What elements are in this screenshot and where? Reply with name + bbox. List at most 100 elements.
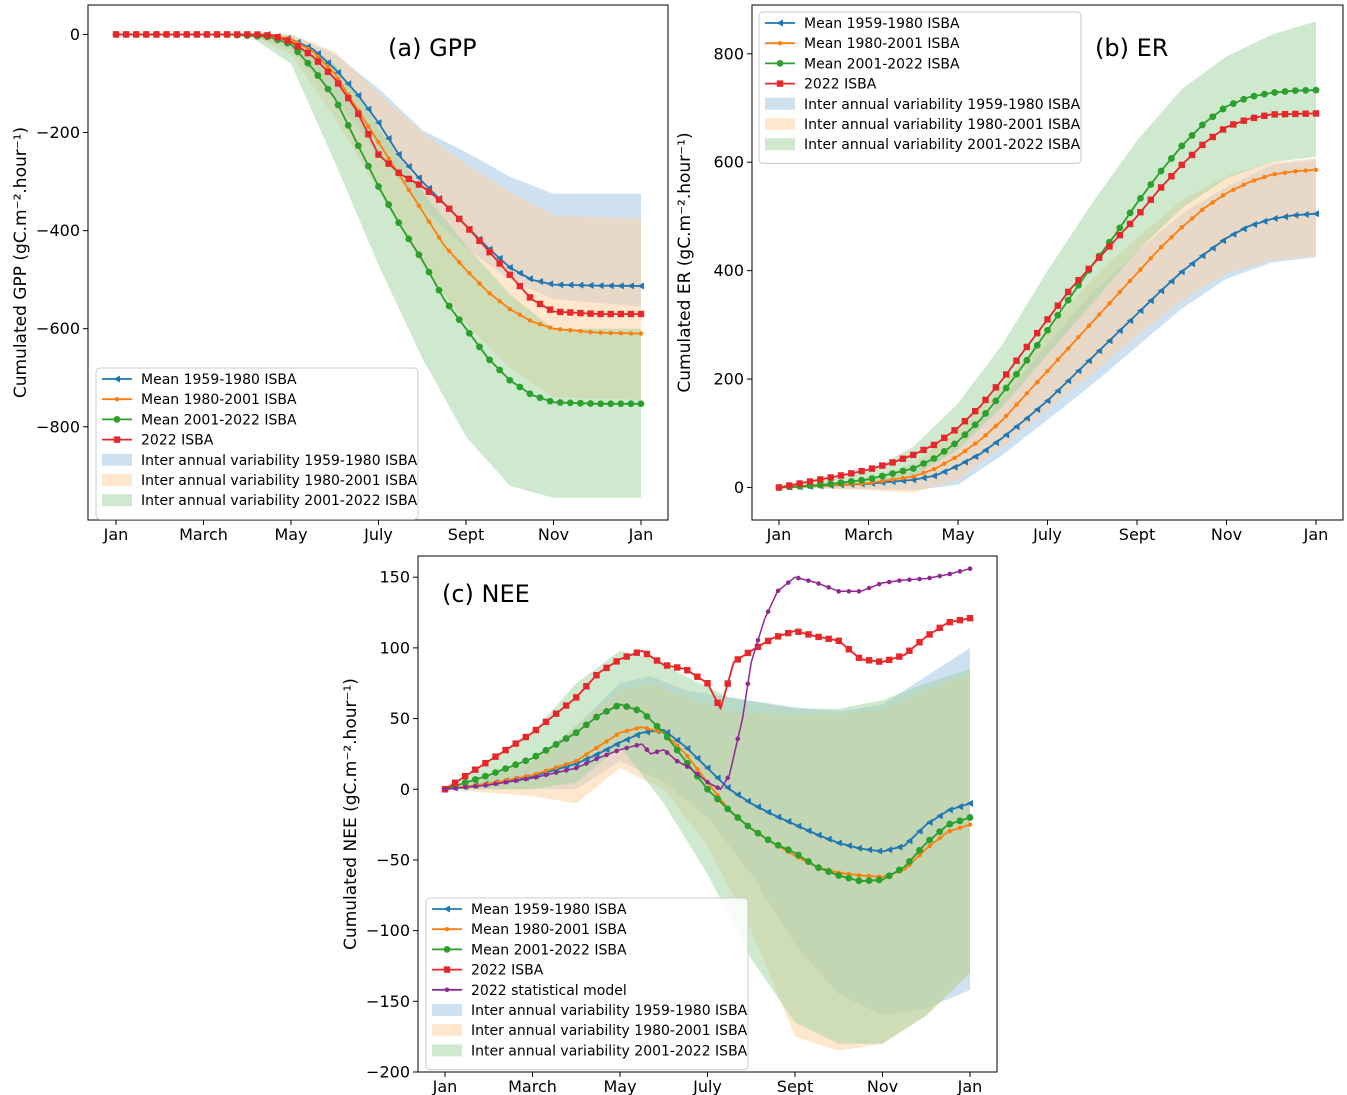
y-tick-label: 150 <box>379 568 410 587</box>
x-tick-label: Jan <box>1303 525 1329 544</box>
data-point <box>1312 210 1319 218</box>
data-point <box>577 309 584 317</box>
data-point <box>584 752 589 757</box>
data-point <box>566 399 574 407</box>
data-point <box>774 633 782 640</box>
data-point <box>827 474 834 481</box>
data-point <box>617 282 624 290</box>
data-point <box>334 80 342 87</box>
data-point <box>633 649 641 656</box>
data-point <box>865 846 873 854</box>
data-point <box>213 31 221 38</box>
legend-label: Inter annual variability 2001-2022 ISBA <box>471 1043 748 1059</box>
data-point <box>1169 235 1174 240</box>
series-isba-2022 <box>441 615 974 793</box>
data-point <box>866 873 872 879</box>
data-point <box>644 747 650 753</box>
data-point <box>627 310 635 318</box>
data-point <box>506 271 513 278</box>
data-point <box>486 356 493 364</box>
x-tick-label: March <box>179 525 228 544</box>
legend-label: Mean 1980-2001 ISBA <box>141 392 297 408</box>
data-point <box>163 31 170 38</box>
legend-band-swatch <box>102 494 132 507</box>
legend-entry-iav-1959-1980: Inter annual variability 1959-1980 ISBA <box>432 1003 748 1019</box>
data-point <box>354 142 362 150</box>
legend-entry-iav-2001-2022: Inter annual variability 2001-2022 ISBA <box>102 493 418 509</box>
data-point <box>889 470 896 477</box>
data-point <box>507 306 512 312</box>
y-tick-label: 800 <box>713 44 744 63</box>
data-point <box>533 774 539 780</box>
data-point <box>1147 196 1154 203</box>
data-point <box>446 248 452 254</box>
data-point <box>435 286 443 294</box>
data-point <box>1219 105 1227 113</box>
data-point <box>643 728 650 736</box>
legend-entry-mean-2001-2022: Mean 2001-2022 ISBA <box>102 412 297 428</box>
data-point <box>1002 384 1010 392</box>
data-point <box>618 330 624 336</box>
legend-marker <box>443 946 451 953</box>
data-point <box>895 866 903 874</box>
data-point <box>815 864 822 872</box>
data-point <box>304 59 312 67</box>
data-point <box>946 618 954 626</box>
data-point <box>613 702 621 710</box>
data-point <box>233 31 241 38</box>
data-point <box>617 400 625 408</box>
y-tick-label: −400 <box>36 221 80 240</box>
data-point <box>835 839 842 847</box>
data-point <box>386 155 391 161</box>
data-point <box>1312 86 1320 94</box>
data-point <box>566 281 574 289</box>
data-point <box>643 713 651 720</box>
data-point <box>1219 126 1227 133</box>
data-point <box>415 251 423 259</box>
x-tick-label: Sept <box>777 1077 813 1095</box>
data-point <box>597 310 604 318</box>
data-point <box>1281 88 1289 95</box>
data-point <box>704 680 711 687</box>
data-point <box>476 343 483 351</box>
data-point <box>314 58 322 65</box>
data-point <box>483 783 488 788</box>
series-mean-1959-1980 <box>775 210 1319 491</box>
data-point <box>879 462 886 469</box>
legend-box <box>425 897 749 1071</box>
data-point <box>878 472 886 480</box>
data-point <box>917 852 922 858</box>
legend-entry-mean-1980-2001: Mean 1980-2001 ISBA <box>102 392 297 408</box>
data-point <box>588 329 593 335</box>
legend-label: Inter annual variability 2001-2022 ISBA <box>141 493 418 509</box>
data-point <box>1199 121 1206 129</box>
data-point <box>496 366 504 374</box>
data-point <box>366 124 371 129</box>
data-point <box>405 162 412 170</box>
data-point <box>784 818 792 826</box>
data-point <box>513 778 518 783</box>
legend-band-swatch <box>432 1004 462 1016</box>
data-point <box>724 805 732 813</box>
data-point <box>553 770 559 775</box>
data-point <box>623 736 630 744</box>
data-point <box>693 754 701 762</box>
y-tick-label: 200 <box>713 370 744 389</box>
data-point <box>496 260 503 267</box>
data-point <box>796 575 801 581</box>
data-point <box>695 766 700 772</box>
data-point <box>992 439 999 447</box>
data-point <box>1117 289 1122 295</box>
data-point <box>284 37 291 44</box>
data-point <box>1064 377 1072 385</box>
data-point <box>966 814 974 821</box>
chart-er: Jan March May July Sept Nov Jan 0 200 400 600 800 Cu… <box>675 4 1344 544</box>
data-point <box>1158 245 1164 250</box>
data-point <box>436 235 442 240</box>
data-point <box>617 310 625 318</box>
data-point <box>930 472 937 480</box>
data-point <box>973 441 978 446</box>
data-point <box>523 776 529 782</box>
legend-band-swatch <box>102 474 132 486</box>
data-point <box>930 441 938 449</box>
